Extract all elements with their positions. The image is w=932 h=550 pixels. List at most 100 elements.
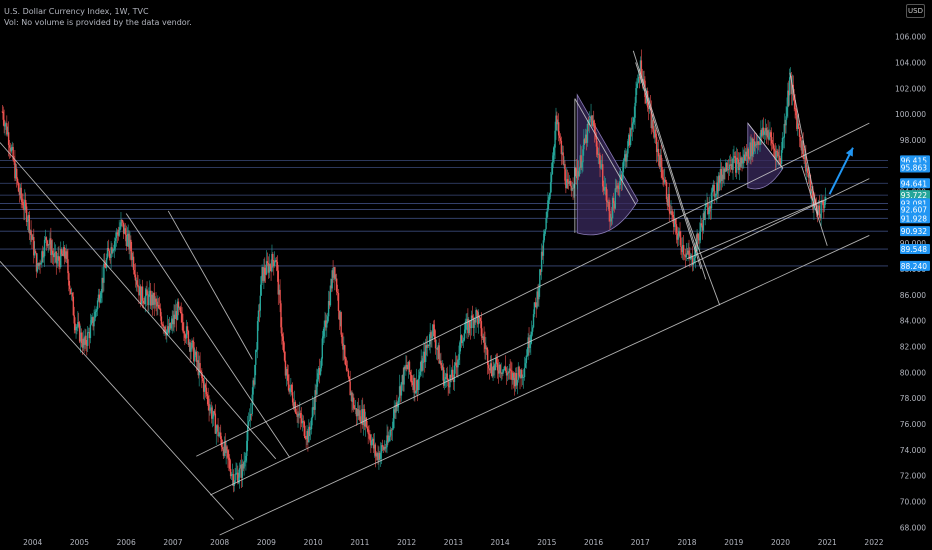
candle-body xyxy=(675,224,678,234)
candle-body xyxy=(236,472,238,474)
candle-body xyxy=(590,115,592,120)
candle-body xyxy=(581,162,583,168)
candle-body xyxy=(456,365,458,368)
candle-body xyxy=(744,154,746,161)
candle-body xyxy=(817,205,820,214)
trendline[interactable] xyxy=(635,62,702,270)
currency-button[interactable]: USD xyxy=(906,4,925,18)
candle-body xyxy=(452,380,455,383)
trendline[interactable] xyxy=(125,213,291,458)
candle-body xyxy=(255,349,258,351)
candle-body xyxy=(154,298,156,305)
candle-body xyxy=(152,292,155,306)
candle-body xyxy=(361,409,363,424)
y-tick-label: 82.000 xyxy=(900,342,926,351)
trendline[interactable] xyxy=(686,200,823,260)
candle-body xyxy=(553,147,555,156)
candle-body xyxy=(101,277,103,293)
candle-body xyxy=(698,238,700,241)
trendline[interactable] xyxy=(219,235,870,536)
candle-body xyxy=(708,206,711,212)
candle-body xyxy=(415,380,418,392)
candle-body xyxy=(476,310,478,313)
candle-body xyxy=(679,231,681,238)
projection-arrowhead-icon[interactable] xyxy=(845,147,853,157)
trendline[interactable] xyxy=(789,72,819,215)
candle-body xyxy=(685,253,688,258)
candle-body xyxy=(313,407,315,410)
candle-body xyxy=(761,130,763,136)
candle-body xyxy=(260,276,262,296)
trendline[interactable] xyxy=(196,122,870,457)
trendlines[interactable] xyxy=(0,50,870,536)
candle-body xyxy=(203,384,206,392)
x-tick-label: 2014 xyxy=(491,538,510,547)
projection-arrow-line[interactable] xyxy=(828,147,854,195)
candle-body xyxy=(151,294,154,306)
legend-symbol[interactable]: U.S. Dollar Currency Index, 1W, TVC xyxy=(4,7,149,16)
candle-body xyxy=(697,233,699,239)
candle-body xyxy=(293,402,296,409)
candle-body xyxy=(172,318,174,325)
candle-body xyxy=(637,76,640,83)
candle-body xyxy=(103,263,105,283)
candle-body xyxy=(60,249,63,254)
trendline[interactable] xyxy=(210,178,870,496)
candle-body xyxy=(548,193,551,197)
candle-body xyxy=(537,291,539,300)
candle-body xyxy=(222,449,225,456)
candle-body xyxy=(333,267,335,278)
candle-body xyxy=(673,217,675,227)
candle-body xyxy=(527,337,529,356)
candle-body xyxy=(363,409,366,427)
candle-body xyxy=(692,262,695,266)
candle-body xyxy=(190,347,192,352)
candle-body xyxy=(554,130,556,148)
candle-body xyxy=(442,367,445,386)
candle-body xyxy=(371,441,373,446)
trendline[interactable] xyxy=(0,142,277,460)
candle-body xyxy=(371,438,374,442)
candle-body xyxy=(654,129,656,138)
candle-body xyxy=(684,255,687,258)
candle-body xyxy=(735,157,738,173)
candle-body xyxy=(332,270,334,278)
candle-body xyxy=(378,452,380,461)
candle-body xyxy=(320,358,323,369)
candle-body xyxy=(629,128,632,146)
trendline[interactable] xyxy=(801,165,828,246)
candle-body xyxy=(779,161,782,164)
candle-body xyxy=(403,366,405,385)
candle-body xyxy=(104,267,107,269)
trendline[interactable] xyxy=(167,210,253,360)
candle-body xyxy=(196,360,199,362)
price-tag-label: 92.607 xyxy=(901,206,927,215)
candle-body xyxy=(265,261,268,275)
trendline[interactable] xyxy=(686,217,721,306)
candle-body xyxy=(255,349,257,365)
candle-body xyxy=(736,157,739,160)
candle-body xyxy=(753,141,755,155)
candle-body xyxy=(683,254,686,256)
candle-body xyxy=(318,368,321,375)
candle-body xyxy=(41,251,43,264)
candle-body xyxy=(451,369,454,381)
time-axis[interactable]: 2004 2005 2006 2007 2008 2009 2010 2011 2012 2013… xyxy=(23,538,884,547)
candle-body xyxy=(158,305,160,309)
trendline[interactable] xyxy=(574,98,637,205)
candle-body xyxy=(638,76,641,78)
candle-body xyxy=(651,120,653,128)
trendline[interactable] xyxy=(747,122,784,169)
candle-body xyxy=(687,250,689,254)
candle-body xyxy=(562,152,564,165)
candle-body xyxy=(636,83,638,89)
candle-body xyxy=(504,366,507,371)
trendline[interactable] xyxy=(632,50,707,280)
candle-body xyxy=(342,343,344,350)
candle-body xyxy=(20,187,22,199)
y-tick-label: 78.000 xyxy=(900,394,926,403)
candle-body xyxy=(210,407,212,409)
trendline[interactable] xyxy=(0,260,235,520)
candle-body xyxy=(704,207,706,220)
